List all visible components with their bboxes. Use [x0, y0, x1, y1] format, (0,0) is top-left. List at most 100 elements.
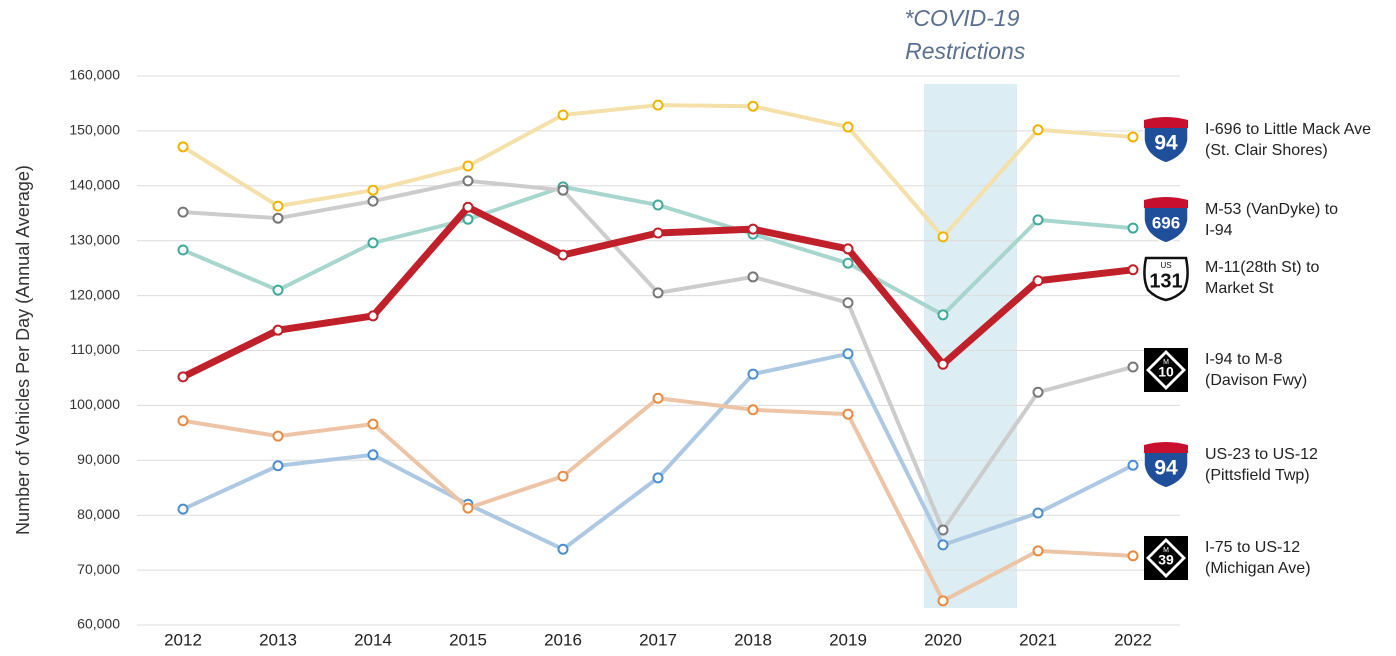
x-tick-label: 2012	[164, 630, 202, 649]
data-point	[937, 539, 949, 551]
shield-number: 94	[1154, 457, 1178, 480]
x-tick-label: 2017	[639, 630, 677, 649]
data-point	[272, 460, 284, 472]
legend-label: M-11(28th St) to Market St	[1205, 259, 1320, 297]
data-point	[937, 309, 949, 321]
y-tick-label: 140,000	[69, 177, 120, 193]
data-point	[842, 297, 854, 309]
data-point	[272, 284, 284, 296]
data-point	[1032, 214, 1044, 226]
x-tick-label: 2015	[449, 630, 487, 649]
data-point	[1032, 124, 1044, 136]
x-tick-label: 2018	[734, 630, 772, 649]
y-tick-label: 120,000	[69, 286, 120, 302]
data-point	[177, 141, 189, 153]
route-shield: 94	[1143, 441, 1189, 489]
shield-number: 39	[1158, 552, 1174, 568]
data-point	[557, 470, 569, 482]
shield-top	[1144, 197, 1188, 208]
y-tick-label: 130,000	[69, 231, 120, 247]
data-point	[177, 415, 189, 427]
data-point	[1032, 386, 1044, 398]
data-point	[652, 99, 664, 111]
data-point	[747, 368, 759, 380]
shield-number: 10	[1158, 364, 1174, 380]
x-tick-label: 2021	[1019, 630, 1057, 649]
route-shield: M10	[1144, 348, 1188, 392]
data-point	[1127, 264, 1139, 276]
data-point	[177, 244, 189, 256]
data-point	[842, 121, 854, 133]
data-point	[367, 184, 379, 196]
y-axis-label: Number of Vehicles Per Day (Annual Avera…	[13, 165, 33, 535]
data-point	[272, 430, 284, 442]
y-tick-label: 150,000	[69, 122, 120, 138]
data-point	[462, 201, 474, 213]
shield-label: M	[1163, 359, 1169, 366]
data-point	[1127, 459, 1139, 471]
data-point	[652, 392, 664, 404]
y-tick-label: 110,000	[70, 341, 120, 357]
annotation: *COVID-19 Restrictions	[899, 5, 1026, 64]
legend-label: I-94 to M-8 (Davison Fwy)	[1205, 351, 1308, 389]
shield-number: 94	[1154, 132, 1178, 155]
shield-inner	[1150, 542, 1182, 574]
data-point	[937, 358, 949, 370]
data-point	[937, 595, 949, 607]
data-point	[1032, 275, 1044, 287]
shield-label: US	[1160, 261, 1171, 270]
shield-inner	[1150, 354, 1182, 386]
data-point	[652, 199, 664, 211]
data-point	[652, 287, 664, 299]
data-point	[937, 524, 949, 536]
data-point	[177, 371, 189, 383]
y-tick-label: 60,000	[77, 616, 120, 632]
data-point	[652, 472, 664, 484]
x-tick-label: 2013	[259, 630, 297, 649]
data-point	[272, 212, 284, 224]
data-point	[842, 243, 854, 255]
route-shield: 94	[1143, 116, 1189, 164]
route-shield: 696	[1143, 196, 1189, 244]
x-tick-label: 2016	[544, 630, 582, 649]
data-point	[462, 213, 474, 225]
data-point	[1032, 507, 1044, 519]
data-point	[652, 227, 664, 239]
legend-label: US-23 to US-12 (Pittsfield Twp)	[1205, 446, 1318, 484]
data-point	[177, 206, 189, 218]
y-tick-label: 80,000	[77, 506, 120, 522]
data-point	[842, 257, 854, 269]
y-tick-label: 90,000	[77, 451, 120, 467]
data-point	[177, 503, 189, 515]
data-point	[367, 418, 379, 430]
data-point	[367, 449, 379, 461]
data-point	[557, 543, 569, 555]
data-point	[1127, 222, 1139, 234]
data-point	[1127, 550, 1139, 562]
data-point	[557, 249, 569, 261]
data-point	[842, 408, 854, 420]
data-point	[747, 271, 759, 283]
data-point	[462, 160, 474, 172]
x-tick-label: 2020	[924, 630, 962, 649]
y-tick-label: 160,000	[69, 67, 120, 83]
data-point	[462, 175, 474, 187]
shield-number: 131	[1149, 270, 1182, 292]
shield-top	[1144, 442, 1188, 453]
data-point	[272, 200, 284, 212]
x-tick-label: 2022	[1114, 630, 1152, 649]
data-point	[1032, 545, 1044, 557]
data-point	[937, 231, 949, 243]
x-tick-label: 2019	[829, 630, 867, 649]
data-point	[272, 324, 284, 336]
data-point	[557, 184, 569, 196]
legend-label: I-696 to Little Mack Ave (St. Clair Shor…	[1205, 121, 1372, 159]
data-point	[1127, 361, 1139, 373]
y-tick-label: 70,000	[77, 561, 120, 577]
shield-body	[1143, 256, 1189, 302]
annotation-line: Restrictions	[899, 38, 1026, 64]
shield-label: M	[1163, 547, 1169, 554]
